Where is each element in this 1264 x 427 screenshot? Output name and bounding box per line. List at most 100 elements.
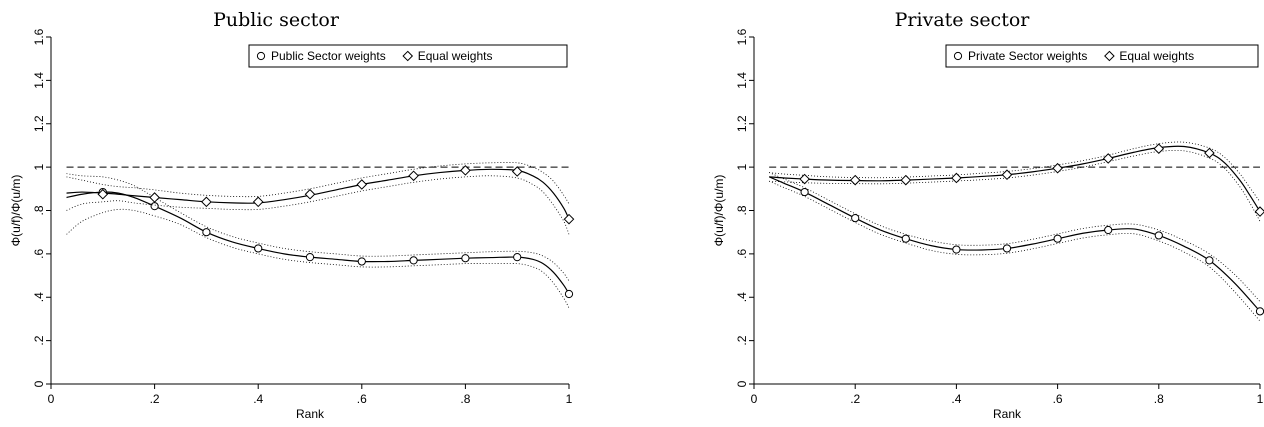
data-point-diamond [1254, 206, 1264, 217]
series-equal-weights [769, 141, 1264, 222]
private-sector-chart-panel: Private sector 0 .2 .4 .6 .8 1 1.2 1.4 1.6 0 .2 .4 .6… [712, 9, 1264, 421]
y-axis-label: Φ(u/f)/Φ(u/m) [9, 175, 23, 247]
data-point-diamond [951, 172, 962, 184]
data-point-circle [254, 244, 263, 253]
y-tick-label: 0 [735, 380, 749, 387]
x-tick-label: .8 [460, 392, 470, 406]
y-tick-label: 1.2 [32, 115, 46, 132]
x-axis-label: Rank [993, 407, 1022, 421]
data-point-circle [952, 245, 961, 254]
y-tick-label: 1.6 [32, 28, 46, 45]
data-point-diamond [1153, 143, 1165, 154]
data-point-diamond [252, 196, 264, 208]
data-point-diamond [201, 196, 212, 208]
y-tick-label: .2 [32, 335, 46, 345]
x-tick-label: .6 [357, 392, 367, 406]
y-tick-label: .2 [735, 335, 749, 345]
y-tick-label: .8 [735, 205, 749, 215]
data-point-diamond [900, 174, 912, 186]
confidence-band-lower [769, 180, 1261, 322]
legend-entry: Equal weights [1119, 49, 1194, 63]
legend-marker-circle [953, 51, 963, 61]
chart-title: Private sector [895, 9, 1031, 31]
data-point-diamond [511, 166, 523, 177]
confidence-band-lower [769, 149, 1261, 222]
data-point-circle [357, 257, 366, 266]
public-sector-chart-panel: Public sector 0 .2 .4 .6 .8 1 1.2 1.4 1.6 0 .2 .4 .6.… [9, 9, 575, 421]
x-tick-label: 1 [1257, 392, 1264, 406]
data-point-circle [150, 202, 159, 211]
y-tick-label: 1 [32, 163, 46, 170]
data-point-diamond [563, 213, 575, 225]
y-tick-label: 1 [735, 163, 749, 170]
data-point-diamond [1052, 162, 1063, 174]
data-point-circle [1104, 225, 1113, 235]
x-tick-label: 0 [751, 392, 758, 406]
y-tick-label: .6 [32, 249, 46, 259]
confidence-band-upper [769, 172, 1261, 302]
data-point-circle [461, 254, 470, 263]
legend: Public Sector weights Equal weights [248, 44, 568, 68]
legend-entry: Private Sector weights [968, 49, 1087, 63]
data-point-circle [305, 253, 315, 262]
y-tick-label: 1.4 [735, 72, 749, 89]
series-line [768, 176, 1261, 312]
legend-entry: Equal weights [418, 49, 493, 63]
confidence-band-upper [66, 162, 570, 205]
chart-title: Public sector [213, 9, 340, 31]
data-point-circle [1002, 244, 1012, 253]
legend-marker-diamond [1104, 50, 1115, 62]
data-point-diamond [799, 173, 810, 185]
data-point-circle [901, 234, 910, 243]
data-point-diamond [1102, 153, 1114, 164]
data-point-circle [409, 256, 418, 265]
data-point-diamond [1001, 169, 1013, 181]
confidence-band-lower [66, 208, 570, 309]
data-point-diamond [149, 192, 160, 203]
series-line [66, 168, 570, 220]
data-point-diamond [408, 170, 419, 182]
y-tick-label: .8 [32, 205, 46, 215]
series-equal-weights [66, 162, 575, 235]
x-tick-label: .2 [850, 392, 860, 406]
data-point-circle [202, 228, 211, 237]
legend-marker-diamond [402, 50, 414, 62]
y-tick-label: .4 [32, 292, 46, 302]
data-point-circle [1053, 234, 1062, 243]
legend-marker-circle [256, 51, 266, 61]
legend-box [945, 44, 1259, 68]
data-point-diamond [97, 188, 109, 200]
data-point-diamond [1204, 147, 1215, 159]
x-tick-label: .4 [951, 392, 961, 406]
data-point-diamond [460, 165, 471, 176]
data-point-circle [564, 289, 574, 299]
x-tick-label: 1 [566, 392, 573, 406]
series-sector-weights [66, 173, 574, 309]
y-tick-label: 1.4 [32, 72, 46, 89]
data-point-circle [1154, 231, 1163, 240]
confidence-band-upper [769, 141, 1261, 203]
series-line [66, 191, 570, 295]
data-point-circle [800, 187, 809, 197]
y-tick-label: 0 [32, 380, 46, 387]
x-tick-label: .8 [1154, 392, 1164, 406]
data-point-diamond [849, 174, 861, 186]
x-tick-label: .4 [253, 392, 263, 406]
y-axis-label: Φ(u/f)/Φ(u/m) [712, 175, 726, 247]
y-tick-label: .4 [735, 292, 749, 302]
y-tick-label: 1.2 [735, 115, 749, 132]
data-point-circle [851, 213, 860, 223]
y-tick-label: .6 [735, 249, 749, 259]
x-tick-label: .6 [1053, 392, 1063, 406]
series-sector-weights [768, 172, 1264, 322]
y-tick-label: 1.6 [735, 28, 749, 45]
series-line [769, 145, 1261, 212]
x-tick-label: 0 [48, 392, 55, 406]
legend-entry: Public Sector weights [271, 49, 386, 63]
data-point-diamond [356, 179, 368, 190]
x-tick-label: .2 [150, 392, 160, 406]
confidence-band-upper [66, 173, 570, 282]
x-axis-label: Rank [296, 407, 325, 421]
data-point-diamond [304, 188, 316, 200]
